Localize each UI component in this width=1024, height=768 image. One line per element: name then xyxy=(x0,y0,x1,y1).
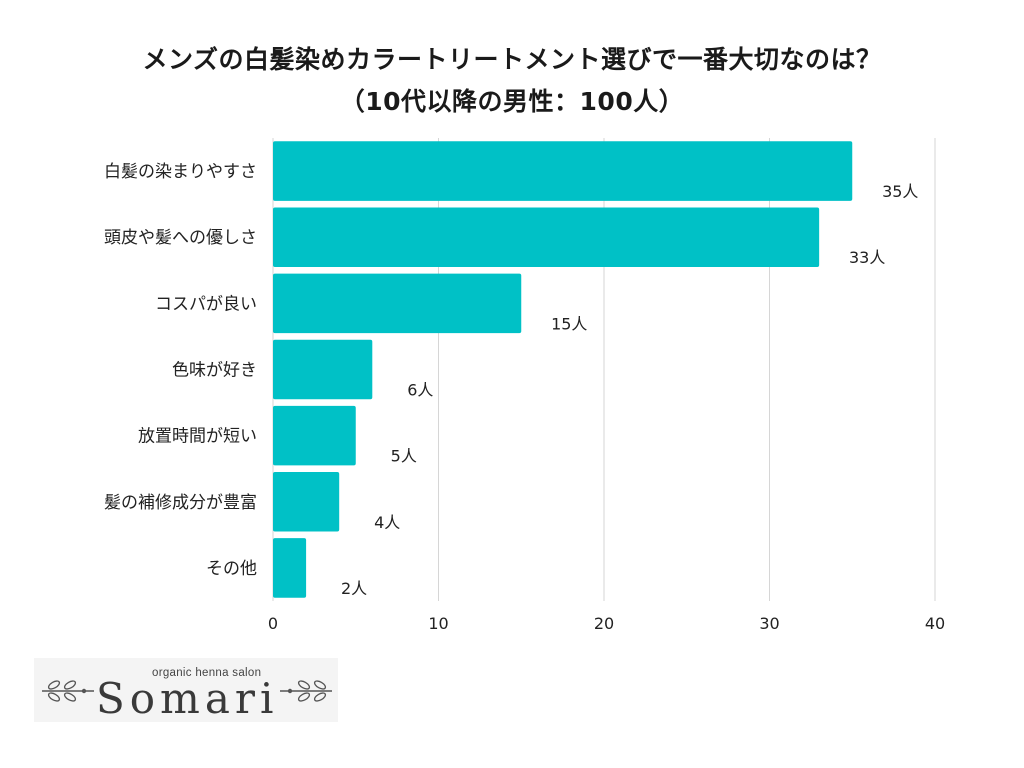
bar xyxy=(273,405,356,466)
bar xyxy=(273,207,820,267)
category-label: コスパが良い xyxy=(155,294,257,314)
somari-logo: organic henna salon Somari xyxy=(34,658,338,723)
bars xyxy=(273,141,853,598)
data-label: 6人 xyxy=(407,381,433,400)
data-label: 2人 xyxy=(341,579,367,598)
category-label: その他 xyxy=(206,559,257,579)
x-tick-label: 10 xyxy=(428,614,448,633)
chart-title: メンズの白髪染めカラートリートメント選びで一番大切なのは？ xyxy=(142,45,882,74)
data-label: 5人 xyxy=(391,447,417,466)
data-label: 33人 xyxy=(849,248,885,267)
category-label: 白髪の染まりやすさ xyxy=(104,162,257,182)
logo-wordmark: Somari xyxy=(96,674,279,723)
x-tick-label: 30 xyxy=(759,614,779,633)
bar xyxy=(273,141,853,201)
bar xyxy=(273,339,373,400)
category-label: 放置時間が短い xyxy=(138,427,257,447)
bar xyxy=(273,538,307,598)
logo-tagline: organic henna salon xyxy=(152,667,262,679)
x-tick-label: 40 xyxy=(925,614,945,633)
bar xyxy=(273,472,340,532)
x-tick-label: 0 xyxy=(268,614,278,633)
bar xyxy=(273,273,522,334)
right-leaf-ornament-icon xyxy=(280,680,332,702)
left-leaf-ornament-icon xyxy=(42,680,94,702)
category-label: 髪の補修成分が豊富 xyxy=(104,493,257,513)
data-label: 4人 xyxy=(374,513,400,532)
x-tick-label: 20 xyxy=(594,614,614,633)
data-label: 35人 xyxy=(882,182,918,201)
category-label: 頭皮や髪への優しさ xyxy=(104,228,257,248)
category-label: 色味が好き xyxy=(172,361,257,381)
data-label: 15人 xyxy=(551,314,587,333)
chart-subtitle: （10代以降の男性：100人） xyxy=(339,87,685,116)
